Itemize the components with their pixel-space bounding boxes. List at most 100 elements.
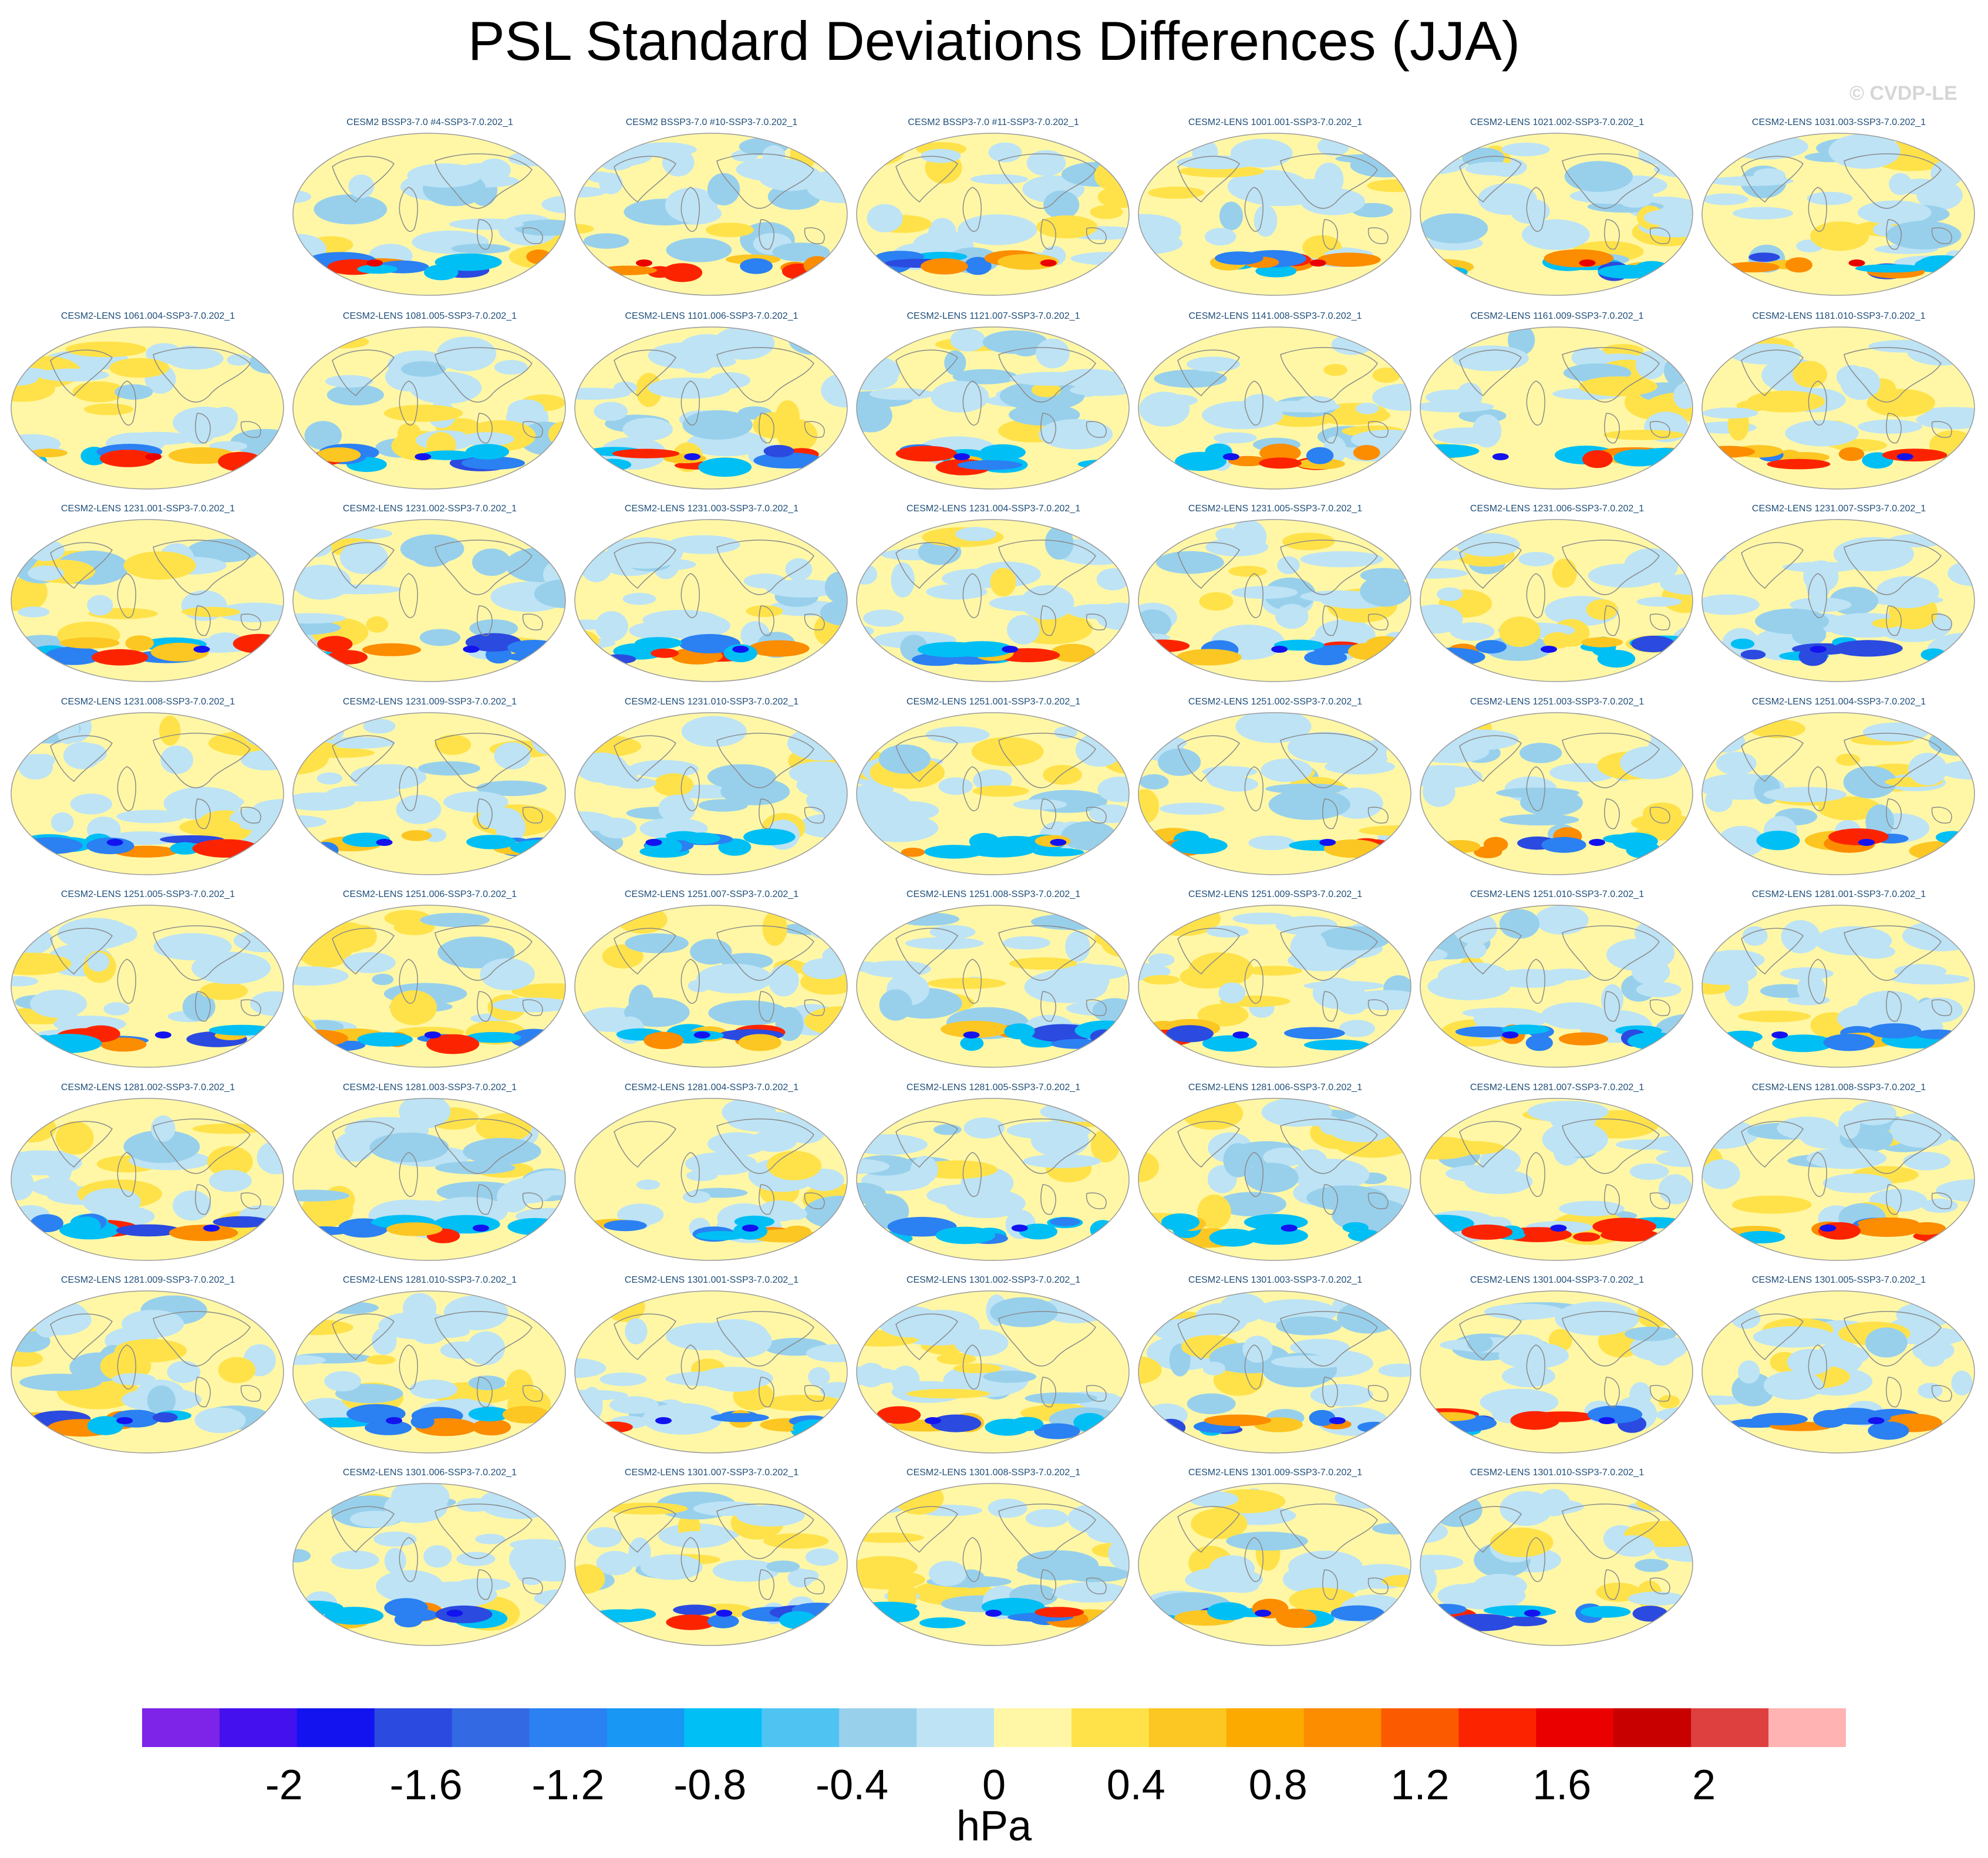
field-contour <box>1438 962 1509 989</box>
map-field <box>1701 1290 1975 1454</box>
field-contour <box>350 764 427 790</box>
coastline <box>614 928 676 975</box>
field-contour <box>1304 1039 1370 1051</box>
field-contour <box>1508 327 1535 356</box>
map-border <box>1138 1098 1411 1261</box>
field-contour <box>409 1380 457 1399</box>
field-contour <box>878 744 931 774</box>
field-contour <box>1070 384 1129 396</box>
field-contour <box>936 1353 976 1365</box>
coastline <box>804 421 825 438</box>
field-contour <box>857 1532 924 1543</box>
field-contour <box>1549 1104 1596 1133</box>
coastline <box>117 959 136 1004</box>
coastline <box>1649 807 1670 824</box>
field-contour <box>685 1152 757 1175</box>
field-contour <box>1261 758 1312 782</box>
map-panel: CESM2-LENS 1251.006-SSP3-7.0.202_1 <box>289 889 571 1077</box>
field-contour <box>732 646 749 653</box>
field-contour <box>1498 1342 1569 1369</box>
panel-title: CESM2-LENS 1231.002-SSP3-7.0.202_1 <box>342 504 517 514</box>
field-contour <box>1026 150 1066 176</box>
field-contour <box>1090 1220 1116 1240</box>
field-contour <box>1730 638 1755 649</box>
field-contour <box>112 1373 156 1385</box>
field-contour <box>1209 1229 1256 1247</box>
coastline <box>1886 1377 1902 1408</box>
field-contour <box>575 1358 606 1378</box>
field-contour <box>1559 1201 1625 1216</box>
panel-title: CESM2-LENS 1301.008-SSP3-7.0.202_1 <box>906 1468 1081 1478</box>
field-contour <box>879 989 912 1021</box>
field-contour <box>1771 1031 1788 1038</box>
field-contour <box>1787 1348 1833 1375</box>
field-contour <box>598 818 637 839</box>
field-contour <box>707 1614 739 1628</box>
coastline <box>399 380 418 426</box>
coastline <box>1844 1311 1942 1367</box>
map-border <box>574 1290 848 1454</box>
panel-title: CESM2-LENS 1281.003-SSP3-7.0.202_1 <box>342 1083 517 1092</box>
coastline <box>1086 1385 1107 1402</box>
map-field <box>574 326 848 490</box>
field-contour <box>1467 1334 1493 1353</box>
field-contour <box>665 187 718 223</box>
coastline <box>332 1121 395 1168</box>
colorbar-swatch <box>1768 1708 1846 1747</box>
field-contour <box>1525 1034 1553 1051</box>
field-contour <box>759 163 823 191</box>
coastline <box>399 1152 418 1197</box>
field-contour <box>1382 1574 1411 1587</box>
coastline <box>680 380 700 426</box>
field-contour <box>629 622 682 639</box>
coastline <box>759 1377 774 1408</box>
coastline <box>1177 1506 1240 1553</box>
coastline <box>434 1118 533 1174</box>
field-contour <box>1843 766 1897 798</box>
coastline <box>522 807 543 824</box>
field-contour <box>802 958 847 980</box>
field-contour <box>1868 340 1939 353</box>
field-contour <box>1148 186 1205 199</box>
field-contour <box>1612 832 1658 851</box>
field-contour <box>1552 558 1577 588</box>
colorbar-swatch <box>1303 1708 1382 1747</box>
field-contour <box>120 431 196 445</box>
map-field <box>1420 519 1693 682</box>
field-contour <box>1492 453 1509 460</box>
field-contour <box>971 174 1029 184</box>
field-contour <box>423 828 447 842</box>
field-contour <box>1865 1327 1908 1358</box>
coastline <box>1931 999 1952 1016</box>
field-contour <box>1207 1602 1249 1621</box>
field-contour <box>716 1610 733 1617</box>
coastline <box>998 1311 1096 1367</box>
panel-title: CESM2-LENS 1301.006-SSP3-7.0.202_1 <box>342 1468 517 1478</box>
panel-title: CESM2-LENS 1231.008-SSP3-7.0.202_1 <box>60 697 235 707</box>
field-contour <box>507 1218 563 1236</box>
field-contour <box>1935 831 1969 844</box>
coastline <box>1741 542 1804 589</box>
field-contour <box>83 403 134 416</box>
field-contour <box>495 812 526 843</box>
coastline <box>962 1344 982 1390</box>
map-field <box>856 519 1130 682</box>
field-contour <box>1615 1139 1673 1150</box>
field-contour <box>11 952 72 976</box>
field-contour <box>733 1010 766 1026</box>
field-contour <box>1329 1417 1346 1424</box>
field-contour <box>173 1190 211 1221</box>
panel-title: CESM2-LENS 1251.005-SSP3-7.0.202_1 <box>60 889 235 899</box>
coastline <box>117 1344 136 1390</box>
field-contour <box>191 794 244 809</box>
field-contour <box>1819 1225 1837 1232</box>
map-field <box>1701 133 1975 296</box>
map-field <box>11 326 284 490</box>
panel-title: CESM2-LENS 1301.010-SSP3-7.0.202_1 <box>1470 1468 1645 1478</box>
coastline <box>1367 807 1389 824</box>
field-contour <box>28 565 64 581</box>
map-panel: CESM2-LENS 1121.007-SSP3-7.0.202_1 <box>853 311 1134 499</box>
field-contour <box>100 1037 147 1052</box>
field-contour <box>1039 419 1113 450</box>
field-contour <box>1023 1154 1101 1168</box>
